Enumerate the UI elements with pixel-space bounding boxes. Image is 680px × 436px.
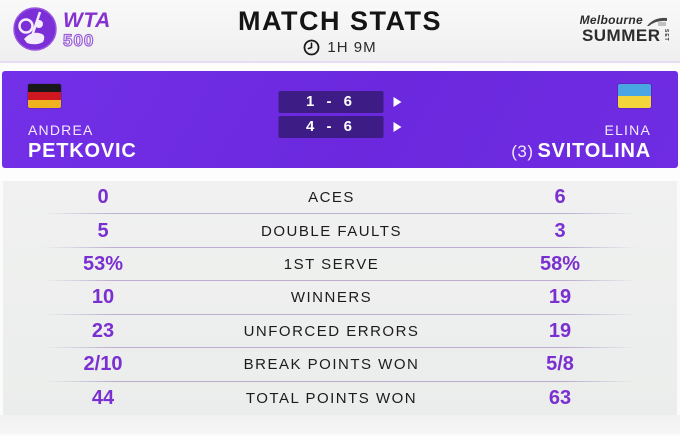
stat-left-value: 23 [91, 319, 115, 342]
header: WTA 500 MATCH STATS 1H 9M Melbourne [0, 0, 680, 63]
set2-score: 4 - 6 [278, 116, 384, 138]
bottom-strip [0, 415, 680, 434]
set1-winner-arrow-icon [393, 97, 402, 107]
stat-left-value: 0 [97, 186, 109, 209]
stat-left-value: 5 [97, 219, 109, 242]
wta-brand-label: WTA [63, 8, 111, 32]
scoreboard-banner: ANDREA PETKOVIC 1 - 6 4 - 6 ELINA (3) SVI… [2, 71, 678, 168]
player-right-last-name-text: SVITOLINA [537, 140, 651, 162]
set-scores: 1 - 6 4 - 6 [278, 91, 402, 138]
clock-icon [304, 39, 320, 56]
set2-winner-arrow-icon [393, 122, 402, 132]
stat-row-unforced-errors: 23 UNFORCED ERRORS 19 [3, 315, 677, 349]
stats-table: 0 ACES 6 5 DOUBLE FAULTS 3 53% 1ST SERVE… [3, 181, 677, 415]
wta-player-icon [13, 7, 57, 51]
duration-label: 1H 9M [327, 39, 377, 56]
stat-label: WINNERS [290, 289, 373, 307]
player-right-last-name: (3) SVITOLINA [511, 140, 651, 163]
stat-label: UNFORCED ERRORS [243, 322, 420, 340]
stat-row-1st-serve: 53% 1ST SERVE 58% [3, 248, 677, 282]
player-right: ELINA (3) SVITOLINA [511, 84, 651, 163]
stat-right-value: 63 [548, 386, 572, 409]
stat-label: ACES [308, 189, 355, 207]
stat-right-value: 19 [548, 319, 572, 342]
wta-wordmark: WTA 500 [62, 8, 111, 50]
set1-score: 1 - 6 [278, 91, 384, 113]
event-name-label: SUMMER [581, 26, 661, 45]
stat-label: 1ST SERVE [283, 256, 380, 274]
set-score-row: 4 - 6 [278, 116, 402, 138]
stat-right-value: 58% [539, 253, 581, 276]
stat-row-total-points-won: 44 TOTAL POINTS WON 63 [3, 382, 677, 415]
stat-row-double-faults: 5 DOUBLE FAULTS 3 [3, 214, 677, 249]
set-score-row: 1 - 6 [278, 91, 402, 113]
event-logo: Melbourne SUMMER SET [579, 13, 669, 45]
stat-label: DOUBLE FAULTS [261, 222, 402, 240]
wta-logo: WTA 500 [12, 6, 111, 52]
stat-left-value: 10 [91, 286, 115, 309]
scoreboard-section: ANDREA PETKOVIC 1 - 6 4 - 6 ELINA (3) SVI… [0, 63, 680, 181]
stat-row-break-points-won: 2/10 BREAK POINTS WON 5/8 [3, 348, 677, 382]
player-left-last-name: PETKOVIC [28, 140, 137, 162]
stat-left-value: 44 [91, 386, 115, 409]
stat-right-value: 6 [554, 186, 566, 209]
header-center: MATCH STATS 1H 9M [0, 6, 680, 56]
stat-label: TOTAL POINTS WON [245, 389, 418, 407]
player-right-seed: (3) [511, 142, 534, 161]
player-left: ANDREA PETKOVIC [28, 84, 137, 163]
player-right-first-name: ELINA [604, 122, 651, 138]
event-city-label: Melbourne [579, 13, 643, 27]
stat-row-aces: 0 ACES 6 [3, 181, 677, 215]
stat-right-value: 5/8 [546, 353, 574, 376]
stat-row-winners: 10 WINNERS 19 [3, 281, 677, 316]
stat-left-value: 2/10 [83, 353, 123, 376]
ukraine-flag [618, 84, 651, 108]
page-title: MATCH STATS [238, 6, 442, 36]
stat-left-value: 53% [82, 253, 124, 276]
event-swoosh-icon [647, 17, 667, 26]
event-sub-label: SET [663, 29, 669, 42]
stat-right-value: 19 [548, 286, 572, 309]
stat-label: BREAK POINTS WON [243, 356, 420, 374]
wta-tier-label: 500 [62, 30, 95, 50]
match-duration: 1H 9M [0, 39, 680, 56]
player-left-first-name: ANDREA [28, 122, 94, 138]
stat-right-value: 3 [554, 219, 566, 242]
germany-flag [28, 84, 61, 108]
